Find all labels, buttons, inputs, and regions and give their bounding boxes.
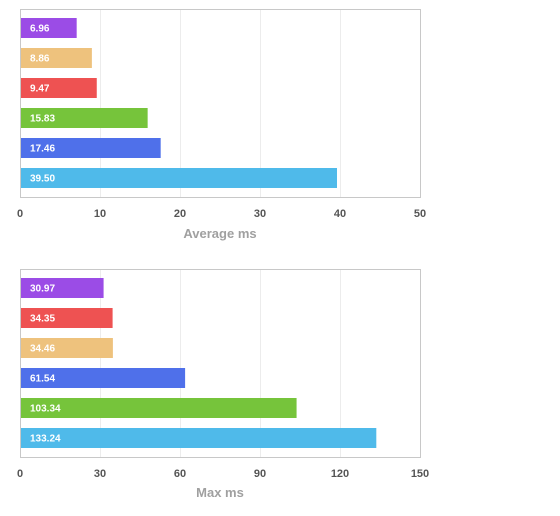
plot-frame	[20, 9, 421, 198]
x-tick-label: 60	[174, 468, 186, 480]
bar-value-label: 34.35	[30, 314, 55, 325]
x-tick-label: 90	[254, 468, 266, 480]
bar	[21, 78, 97, 98]
x-tick-label: 40	[334, 208, 346, 220]
bar-value-label: 30.97	[30, 284, 55, 295]
bar	[21, 368, 186, 388]
bar-value-label: 17.46	[30, 144, 55, 155]
bar	[21, 48, 92, 68]
x-axis-label: Average ms	[183, 226, 256, 241]
x-tick-label: 0	[17, 468, 23, 480]
bar-value-label: 61.54	[30, 374, 55, 385]
bar	[21, 278, 104, 298]
bar	[21, 168, 337, 188]
x-tick-label: 50	[414, 208, 426, 220]
x-axis-label: Max ms	[196, 485, 244, 500]
x-tick-label: 20	[174, 208, 186, 220]
bar-value-label: 15.83	[30, 114, 55, 125]
bar	[21, 398, 297, 418]
bar	[21, 108, 148, 128]
bar	[21, 18, 77, 38]
x-tick-label: 30	[94, 468, 106, 480]
bar-value-label: 8.86	[30, 54, 50, 65]
plot-frame	[20, 269, 421, 458]
x-tick-label: 10	[94, 208, 106, 220]
x-tick-label: 0	[17, 208, 23, 220]
bar	[21, 428, 377, 448]
bar	[21, 138, 161, 158]
bar	[21, 338, 113, 358]
bar-value-label: 6.96	[30, 24, 50, 35]
max-ms-chart: 30.97 34.35 34.46 61.54 103.34 133.24 0 30 60 90 1…	[17, 269, 429, 500]
bar-value-label: 103.34	[30, 404, 61, 415]
bar	[21, 308, 113, 328]
bar-value-label: 9.47	[30, 84, 50, 95]
x-tick-label: 30	[254, 208, 266, 220]
bar-value-label: 133.24	[30, 434, 61, 445]
bar-value-label: 39.50	[30, 174, 55, 185]
x-tick-label: 120	[331, 468, 349, 480]
x-tick-label: 150	[411, 468, 429, 480]
average-ms-chart: 6.96 8.86 9.47 15.83 17.46 39.50 0 10 20 30 40 50 Av…	[17, 9, 426, 241]
bar-value-label: 34.46	[30, 344, 55, 355]
